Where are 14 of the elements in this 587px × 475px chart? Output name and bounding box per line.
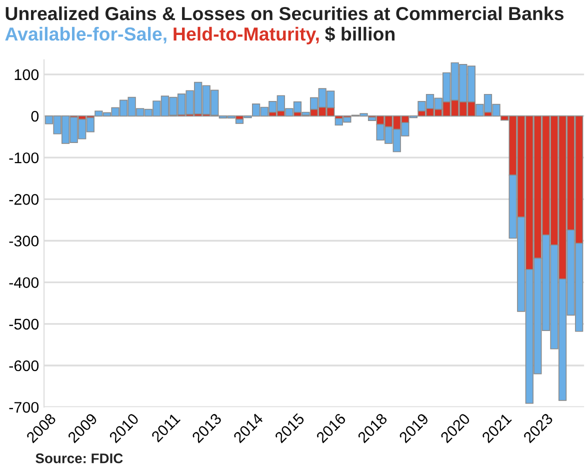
y-tick-label: 100	[14, 69, 39, 80]
y-tick-label: -100	[9, 152, 39, 164]
text: Available-for-Sale,	[5, 26, 166, 44]
y-tick-label: -700	[9, 402, 39, 413]
y-tick-label: -200	[9, 194, 39, 205]
y-tick-label: -300	[9, 236, 39, 246]
chart-title: Unrealized Gains & Losses on Securities at Commercial Banks	[6, 6, 564, 20]
chart-subtitle: $ billion	[325, 26, 394, 42]
source-note: Source: FDIC	[36, 453, 123, 464]
y-tick-label: 0	[31, 110, 39, 122]
y-tick-label: -500	[9, 318, 39, 330]
y-tick-label: -400	[9, 277, 39, 288]
y-tick-label: -600	[9, 360, 39, 372]
text: Held-to-Maturity,	[174, 26, 319, 44]
